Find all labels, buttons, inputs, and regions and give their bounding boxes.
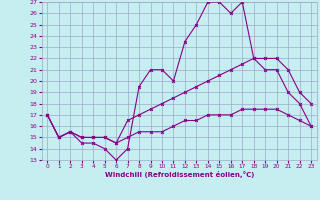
X-axis label: Windchill (Refroidissement éolien,°C): Windchill (Refroidissement éolien,°C) xyxy=(105,171,254,178)
